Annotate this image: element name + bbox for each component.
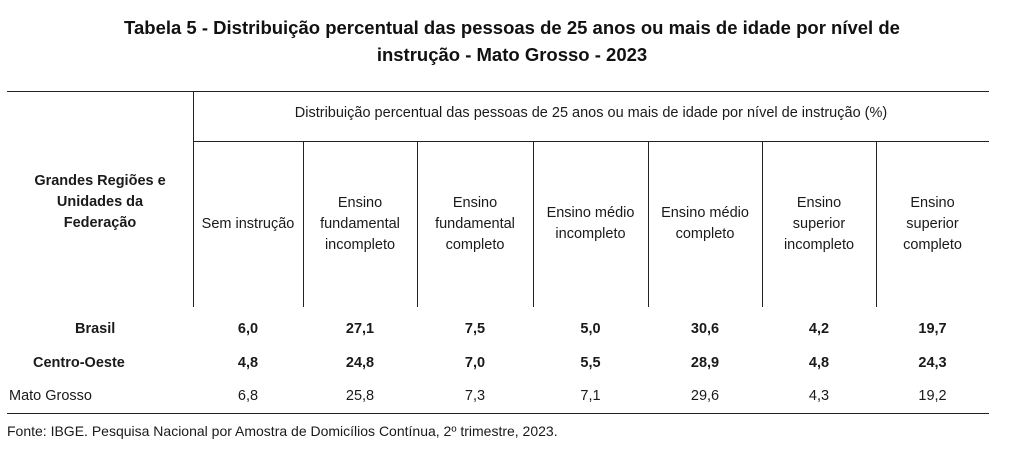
column-divider	[533, 141, 534, 307]
table-title-line-1: Tabela 5 - Distribuição percentual das p…	[124, 17, 900, 38]
column-header-label: Ensino superior completo	[903, 194, 962, 253]
super-header: Distribuição percentual das pessoas de 2…	[294, 105, 888, 121]
column-header-medio-incompleto: Ensino médio incompleto	[533, 141, 648, 307]
table-cell: 27,1	[345, 321, 375, 337]
table-cell: 7,0	[464, 355, 486, 371]
column-header-superior-completo: Ensino superior completo	[876, 141, 989, 307]
table-cell: 6,8	[237, 388, 259, 404]
column-header-label: Ensino médio completo	[661, 205, 749, 242]
table-cell: 4,2	[808, 321, 830, 337]
stub-header: Grandes Regiões e Unidades da Federação	[7, 171, 193, 234]
table-cell: 7,5	[464, 321, 486, 337]
column-header-fundamental-incompleto: Ensino fundamental incompleto	[303, 141, 417, 307]
table-cell: 5,5	[580, 355, 601, 371]
table-cell: 24,3	[918, 355, 947, 371]
column-header-label: Sem instrução	[201, 215, 295, 232]
row-label: Brasil	[75, 321, 116, 337]
table-cell: 28,9	[690, 355, 720, 371]
table-cell: 7,1	[580, 388, 601, 404]
stub-header-text: Grandes Regiões e Unidades da Federação	[34, 173, 166, 231]
stub-divider	[193, 91, 194, 307]
column-header-label: Ensino médio incompleto	[546, 205, 635, 242]
table-cell: 29,6	[690, 388, 720, 404]
column-header-label: Ensino fundamental completo	[435, 194, 515, 253]
column-header-label: Ensino superior incompleto	[783, 194, 855, 253]
column-divider	[303, 141, 304, 307]
table-row-mato-grosso: Mato Grosso 6,8 25,8 7,3 7,1 29,6 4,3 19…	[7, 384, 989, 408]
table-title: Tabela 5 - Distribuição percentual das p…	[0, 14, 1024, 68]
table-top-rule	[7, 91, 989, 92]
column-divider	[876, 141, 877, 307]
table-row-centro-oeste: Centro-Oeste 4,8 24,8 7,0 5,5 28,9 4,8 2…	[7, 351, 989, 375]
table-cell: 7,3	[464, 388, 486, 404]
table-title-line-2: instrução - Mato Grosso - 2023	[376, 44, 648, 65]
table-bottom-rule	[7, 413, 989, 414]
table-cell: 6,0	[237, 321, 259, 337]
table-cell: 25,8	[345, 388, 375, 404]
table-cell: 24,8	[345, 355, 375, 371]
column-header-label: Ensino fundamental incompleto	[320, 194, 400, 253]
super-header-rule	[193, 141, 989, 142]
source-footnote: Fonte: IBGE. Pesquisa Nacional por Amost…	[7, 423, 558, 439]
column-header-superior-incompleto: Ensino superior incompleto	[762, 141, 876, 307]
row-label: Centro-Oeste	[33, 355, 125, 371]
data-table: Distribuição percentual das pessoas de 2…	[7, 91, 989, 414]
table-cell: 19,2	[918, 388, 947, 404]
table-cell: 30,6	[690, 321, 720, 337]
table-cell: 19,7	[918, 321, 947, 337]
table-row-brasil: Brasil 6,0 27,1 7,5 5,0 30,6 4,2 19,7	[7, 317, 989, 341]
column-header-medio-completo: Ensino médio completo	[648, 141, 762, 307]
column-divider	[762, 141, 763, 307]
table-cell: 4,8	[808, 355, 830, 371]
table-cell: 5,0	[580, 321, 601, 337]
column-divider	[417, 141, 418, 307]
column-header-sem-instrucao: Sem instrução	[193, 141, 303, 307]
column-divider	[648, 141, 649, 307]
table-cell: 4,3	[808, 388, 830, 404]
table-cell: 4,8	[237, 355, 259, 371]
row-label: Mato Grosso	[9, 388, 92, 404]
column-header-fundamental-completo: Ensino fundamental completo	[417, 141, 533, 307]
